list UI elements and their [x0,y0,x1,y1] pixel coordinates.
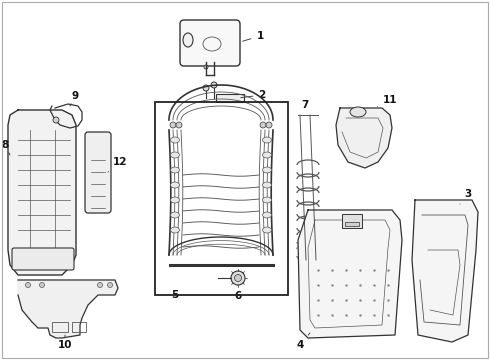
Ellipse shape [171,137,179,143]
Text: 9: 9 [70,91,78,106]
Circle shape [98,283,102,288]
Polygon shape [298,210,402,338]
Bar [72,322,86,332]
Circle shape [211,82,217,88]
Ellipse shape [263,152,271,158]
Ellipse shape [263,137,271,143]
Bar [345,222,359,226]
Text: 1: 1 [243,31,264,41]
Bar [342,214,362,228]
Circle shape [25,283,30,288]
Ellipse shape [171,182,179,188]
Text: 8: 8 [1,140,10,155]
Bar [52,322,68,332]
Ellipse shape [171,212,179,218]
Text: 5: 5 [172,290,179,300]
Text: 10: 10 [58,335,72,350]
Circle shape [170,122,176,128]
Text: 7: 7 [301,100,309,116]
Ellipse shape [183,33,193,47]
Circle shape [203,85,209,91]
Circle shape [107,283,113,288]
Text: 6: 6 [234,285,242,301]
Ellipse shape [263,182,271,188]
Text: 3: 3 [460,189,471,204]
Circle shape [53,117,59,123]
Circle shape [176,122,182,128]
Ellipse shape [263,197,271,203]
Text: 4: 4 [296,333,310,350]
Circle shape [231,271,245,285]
Ellipse shape [263,227,271,233]
Bar [216,94,244,102]
Ellipse shape [350,107,366,117]
Circle shape [266,122,272,128]
Polygon shape [18,280,118,338]
Ellipse shape [171,197,179,203]
Circle shape [204,65,208,69]
Text: 12: 12 [108,157,127,172]
Polygon shape [412,200,478,342]
Circle shape [260,122,266,128]
Polygon shape [8,110,76,275]
Ellipse shape [263,212,271,218]
Ellipse shape [263,167,271,173]
Ellipse shape [171,152,179,158]
Text: 2: 2 [241,90,266,100]
Text: 11: 11 [377,95,397,107]
Polygon shape [336,108,392,168]
Bar [155,102,288,295]
FancyBboxPatch shape [12,248,74,270]
Ellipse shape [171,227,179,233]
FancyBboxPatch shape [180,20,240,66]
Ellipse shape [171,167,179,173]
Circle shape [235,275,242,282]
FancyBboxPatch shape [85,132,111,213]
Circle shape [40,283,45,288]
